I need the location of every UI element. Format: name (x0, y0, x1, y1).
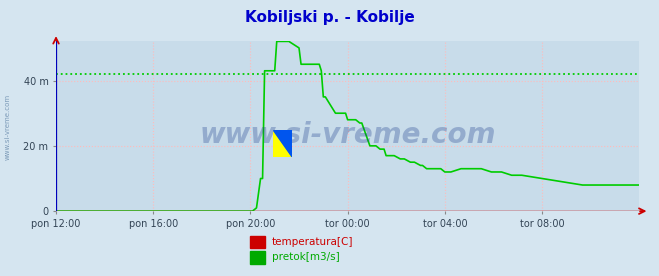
Text: temperatura[C]: temperatura[C] (272, 237, 353, 247)
Polygon shape (273, 130, 292, 157)
Polygon shape (273, 130, 292, 157)
Text: Kobiljski p. - Kobilje: Kobiljski p. - Kobilje (244, 10, 415, 25)
Text: pretok[m3/s]: pretok[m3/s] (272, 252, 339, 262)
Text: www.si-vreme.com: www.si-vreme.com (5, 94, 11, 160)
Text: www.si-vreme.com: www.si-vreme.com (200, 121, 496, 149)
